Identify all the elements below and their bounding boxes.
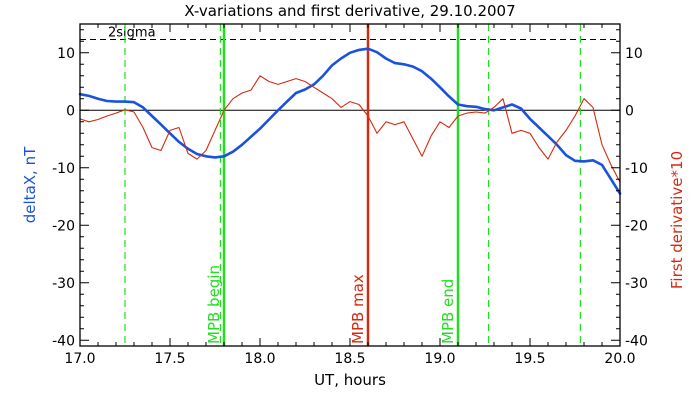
y-tick-label-right-1: 0: [625, 103, 634, 119]
series-layer: [78, 47, 622, 195]
x-tick-label-1: 17.5: [154, 351, 185, 367]
marker-label-1: MPB max: [349, 274, 367, 344]
y-tick-label-left-3: -20: [52, 218, 75, 234]
x-tick-label-6: 20.0: [604, 351, 635, 367]
x-tick-label-3: 18.5: [334, 351, 365, 367]
y-axis-label-right: First derivative*10: [668, 151, 686, 289]
series-derivative-line: [79, 75, 621, 183]
y-tick-label-left-0: 10: [57, 46, 75, 62]
x-tick-label-5: 19.5: [514, 351, 545, 367]
x-tick-label-2: 18.0: [244, 351, 275, 367]
x-axis-label: UT, hours: [314, 371, 386, 389]
y-axis-label-left: deltaX, nT: [21, 146, 39, 223]
marker-label-2: MPB end: [439, 279, 457, 344]
x-tick-label-0: 17.0: [64, 351, 95, 367]
y-tick-label-left-1: 0: [66, 103, 75, 119]
y-tick-label-left-5: -40: [52, 333, 75, 349]
tick-layer: 17.0 17.5 18.0 18.5 19.0 19.5 20.0 10 10 0 0 -10 -10…: [52, 24, 648, 367]
y-tick-label-right-2: -10: [625, 161, 648, 177]
plot-content: 2sigma MPB begin MPB max MPB end: [80, 24, 620, 346]
sigma-label: 2sigma: [108, 26, 156, 41]
marker-label-0: MPB begin: [205, 265, 223, 344]
chart-title: X-variations and first derivative, 29.10…: [184, 2, 515, 20]
x-tick-label-4: 19.0: [424, 351, 455, 367]
series-deltax-line: [78, 47, 622, 195]
y-tick-label-left-2: -10: [52, 161, 75, 177]
y-tick-label-right-0: 10: [625, 46, 643, 62]
y-tick-label-right-5: -40: [625, 333, 648, 349]
y-tick-label-right-3: -20: [625, 218, 648, 234]
y-tick-label-right-4: -30: [625, 276, 648, 292]
y-tick-label-left-4: -30: [52, 276, 75, 292]
